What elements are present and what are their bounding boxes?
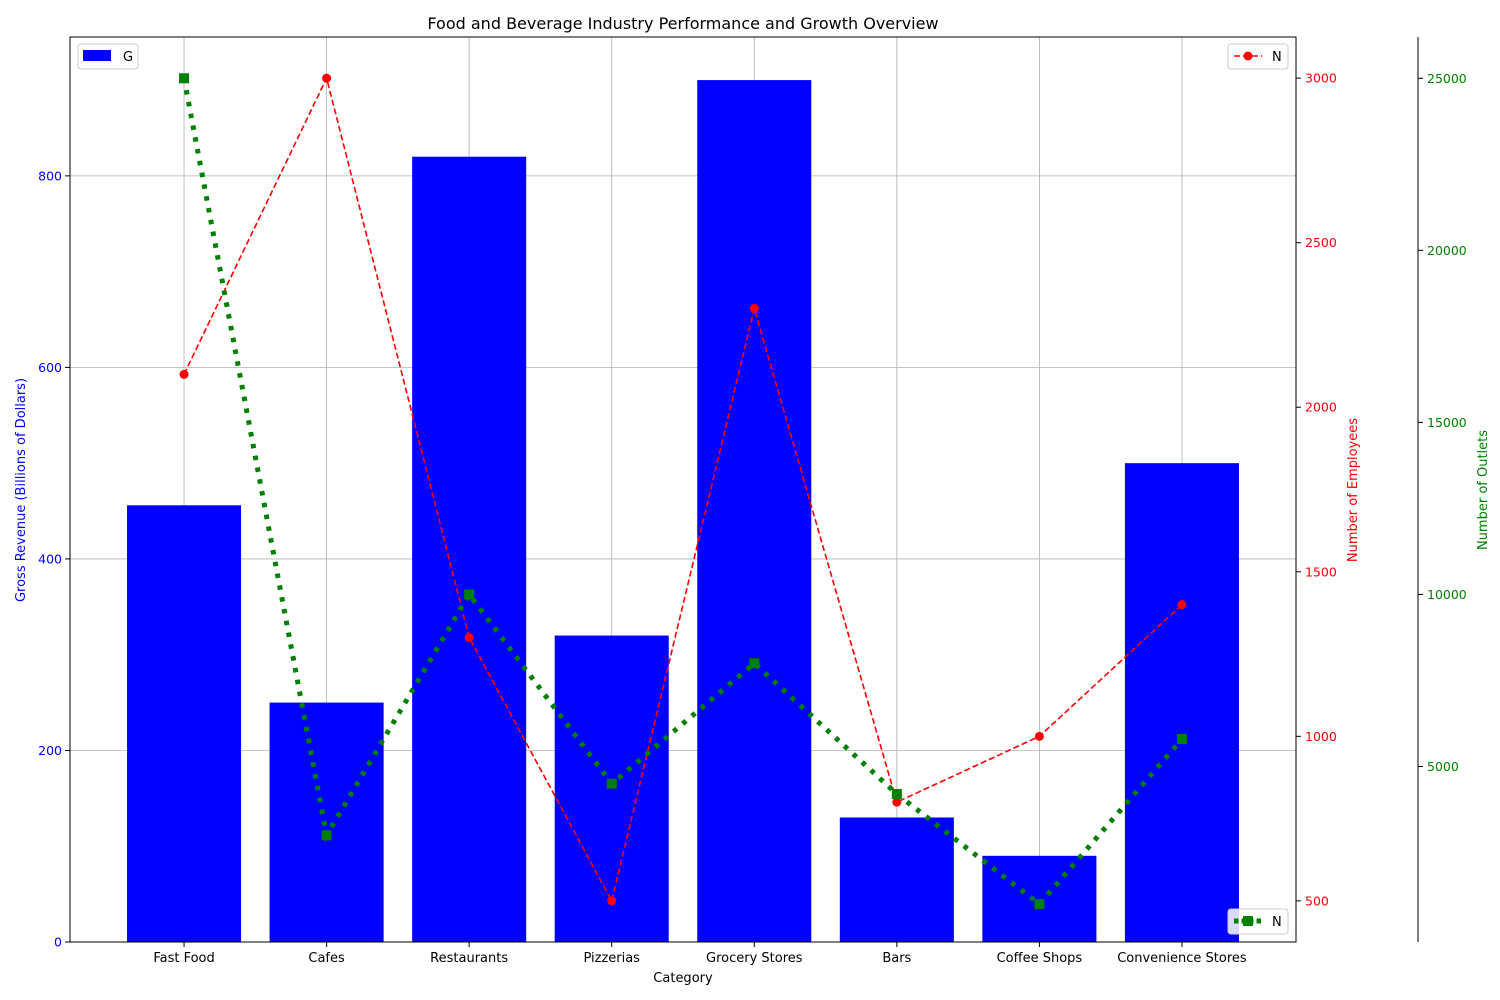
legend-label: N	[1272, 50, 1282, 65]
outlets-point	[321, 830, 332, 841]
legend-label: N	[1272, 915, 1282, 930]
x-tick-label: Coffee Shops	[997, 951, 1083, 966]
x-tick-label: Convenience Stores	[1117, 951, 1247, 966]
outlets-point	[606, 778, 617, 789]
left-tick-label: 0	[54, 935, 62, 950]
employees-point	[1034, 731, 1044, 741]
employees-line	[183, 75, 1183, 904]
employees-point	[607, 896, 617, 906]
x-tick-label: Cafes	[308, 951, 345, 966]
bar-series	[127, 80, 1239, 943]
x-axis-label: Category	[653, 971, 713, 986]
employees-point	[179, 369, 189, 379]
outlets-point	[1034, 899, 1045, 910]
outlets-point	[749, 658, 760, 669]
legend-marker	[1243, 51, 1253, 61]
right-axis-label: Number of Employees	[1346, 418, 1361, 562]
chart-title: Food and Beverage Industry Performance a…	[427, 14, 938, 33]
left-tick-label: 600	[38, 360, 62, 375]
x-tick-label: Pizzerias	[583, 951, 640, 966]
right-tick-label: 2000	[1305, 400, 1337, 415]
bar	[554, 635, 669, 942]
outer-right-tick-label: 25000	[1427, 71, 1467, 86]
employees-point	[1177, 600, 1187, 610]
employees-series	[179, 73, 1187, 906]
right-tick-label: 3000	[1305, 71, 1337, 86]
outlets-point	[179, 73, 190, 84]
left-tick-label: 800	[38, 168, 62, 183]
outer-right-tick-label: 5000	[1427, 759, 1459, 774]
outlets-point	[891, 789, 902, 800]
outlets-series	[179, 73, 1187, 910]
outlets-line	[181, 77, 1184, 908]
outer-right-tick-label: 15000	[1427, 415, 1467, 430]
legends: G N N	[77, 43, 1289, 935]
left-tick-label: 200	[38, 743, 62, 758]
axes: Fast Food Cafes Restaurants Pizzerias Grocer…	[38, 36, 1467, 966]
employees-point	[464, 633, 474, 643]
plot-frame	[69, 36, 1297, 943]
bar	[412, 156, 527, 943]
x-tick-label: Bars	[882, 951, 911, 966]
bar	[697, 80, 812, 943]
legend-label: G	[123, 50, 133, 65]
bar	[127, 505, 242, 942]
left-tick-label: 400	[38, 551, 62, 566]
right-tick-label: 1000	[1305, 729, 1337, 744]
bar	[982, 855, 1097, 942]
bar	[1124, 463, 1239, 942]
x-tick-label: Fast Food	[153, 951, 214, 966]
employees-point	[892, 797, 902, 807]
outer-right-axis-label: Number of Outlets	[1476, 430, 1491, 550]
legend-bar-swatch	[83, 50, 111, 61]
right-tick-label: 500	[1305, 893, 1329, 908]
legend-marker	[1243, 916, 1253, 926]
employees-point	[749, 304, 759, 313]
right-tick-label: 1500	[1305, 564, 1337, 579]
grid-lines	[70, 37, 1296, 943]
outlets-point	[464, 589, 475, 600]
outer-right-tick-label: 20000	[1427, 243, 1467, 258]
bar	[839, 817, 954, 942]
right-tick-label: 2500	[1305, 235, 1337, 250]
outlets-point	[1176, 733, 1187, 744]
employees-point	[322, 73, 332, 83]
left-axis-label: Gross Revenue (Billions of Dollars)	[14, 378, 29, 602]
x-tick-label: Restaurants	[430, 951, 508, 966]
x-tick-label: Grocery Stores	[706, 951, 803, 966]
outer-right-tick-label: 10000	[1427, 587, 1467, 602]
